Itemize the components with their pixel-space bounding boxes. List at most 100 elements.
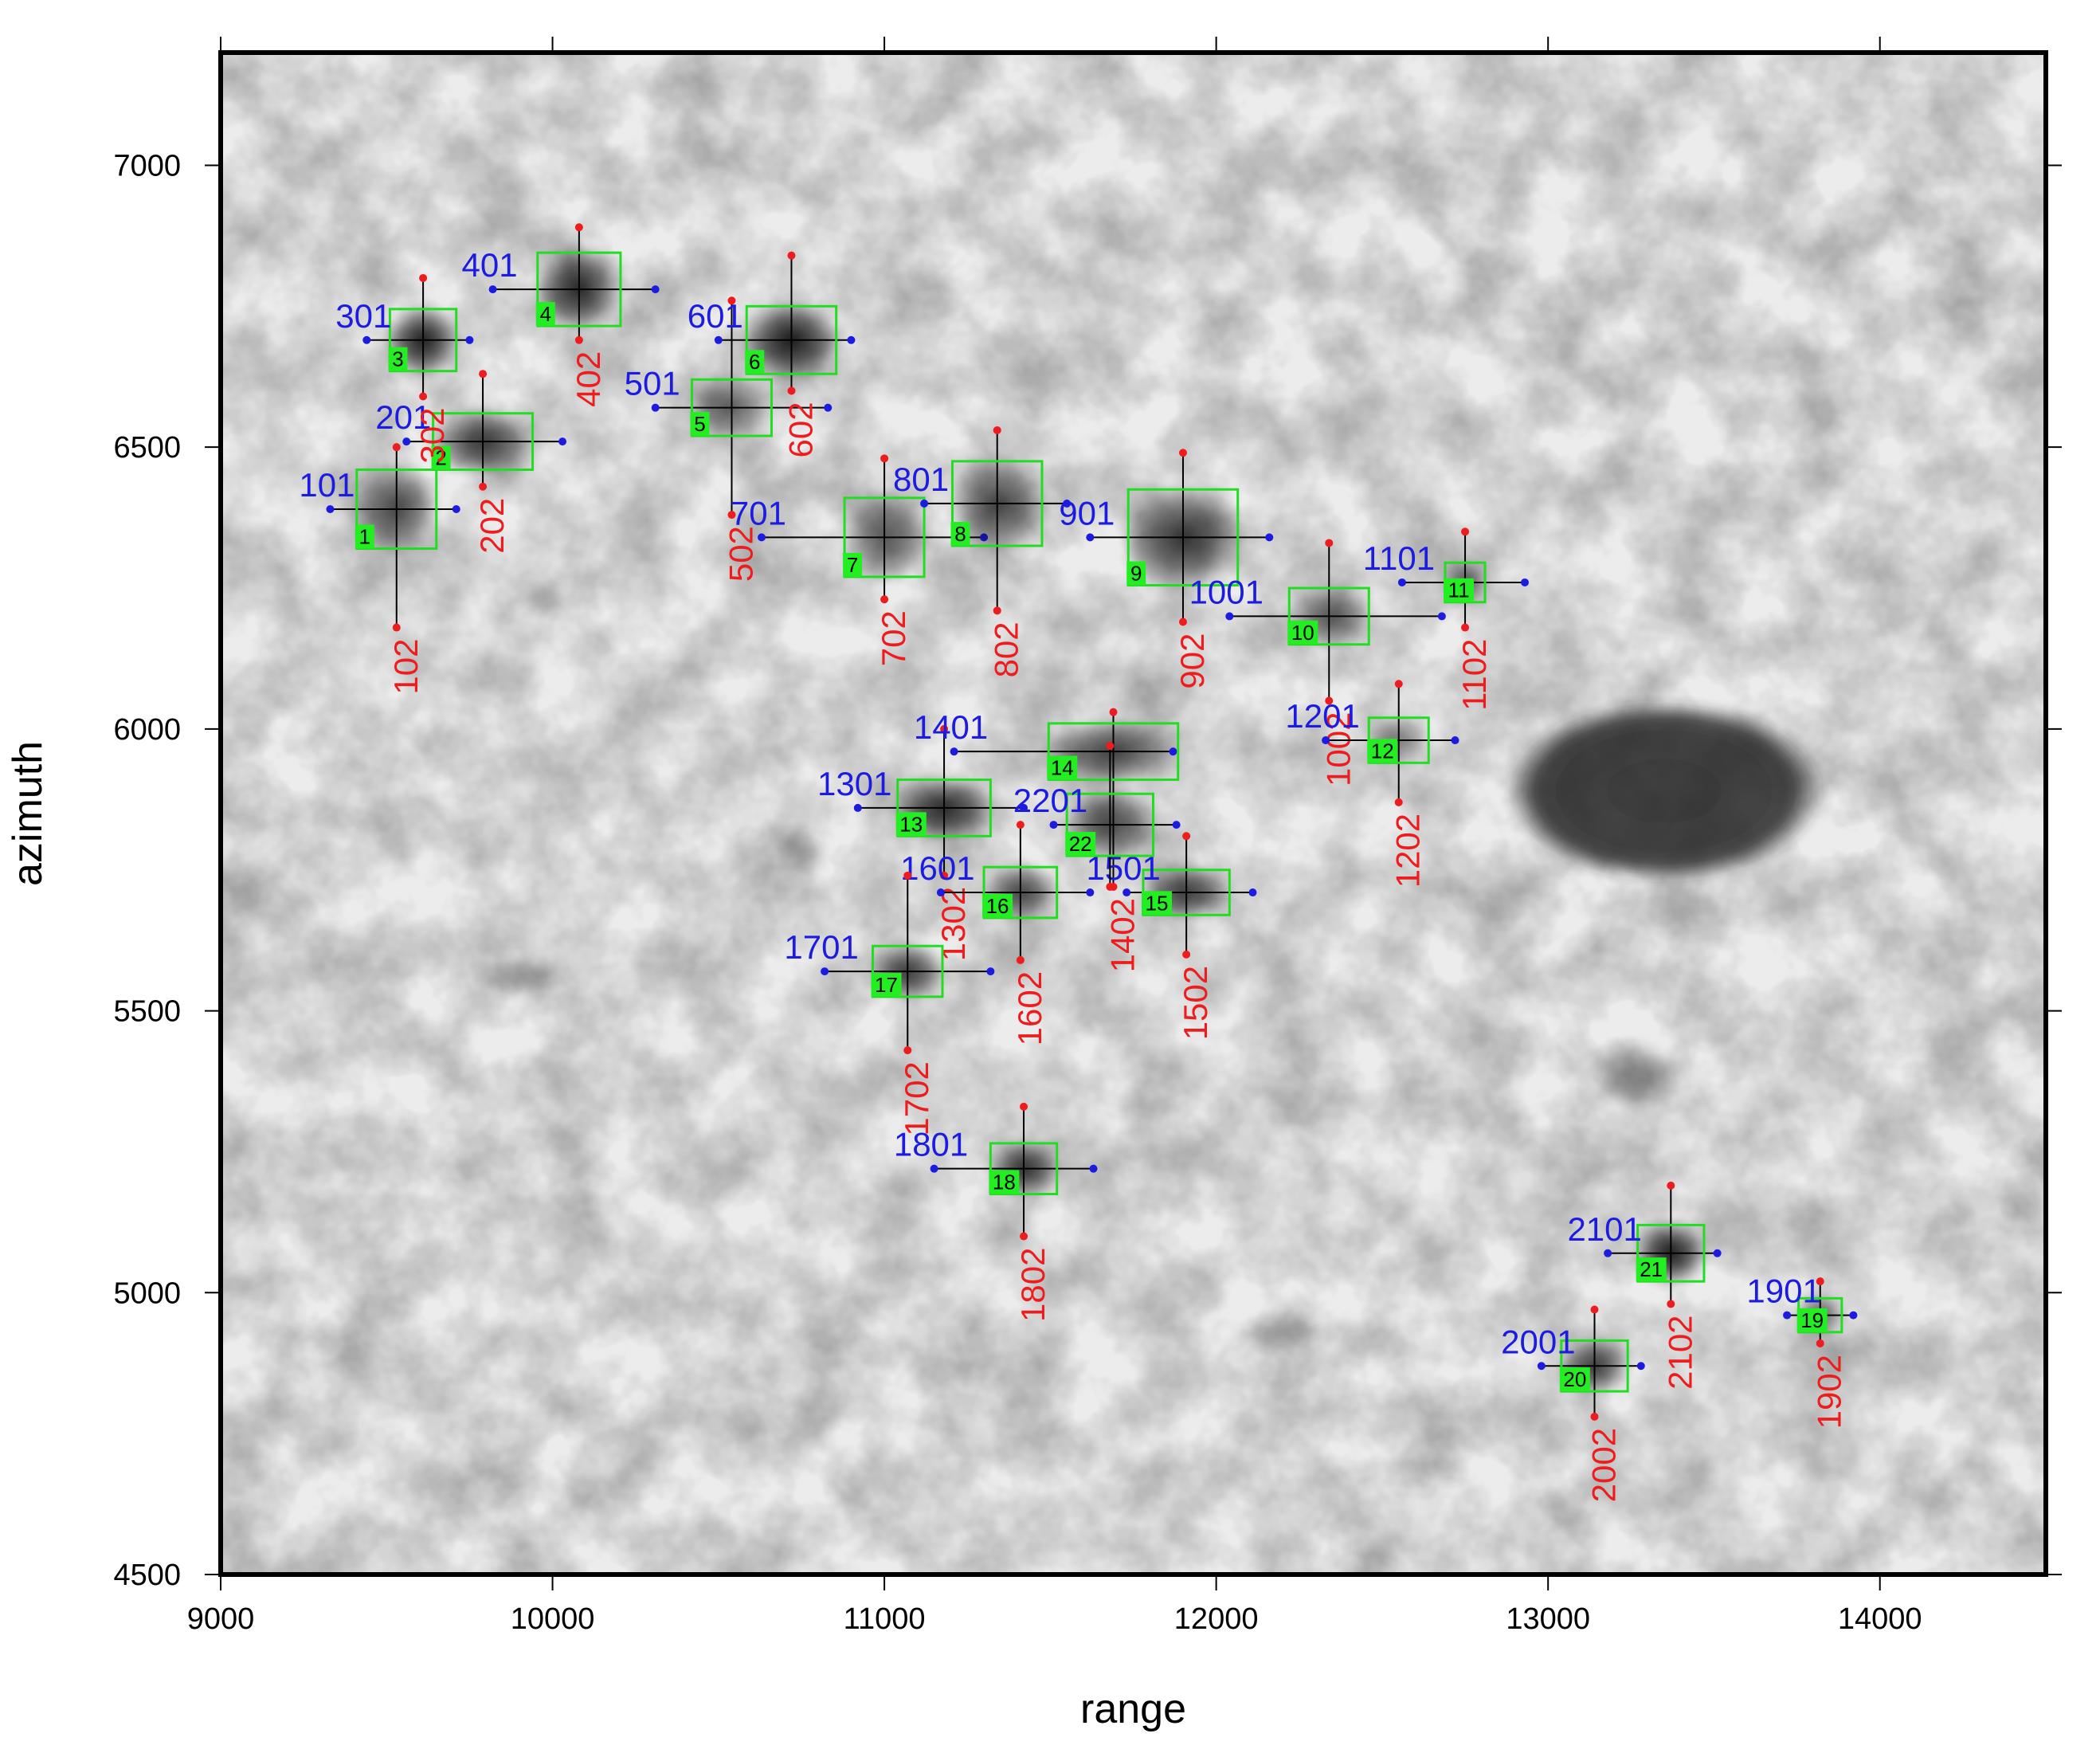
feature-id-label: 18	[993, 1171, 1016, 1194]
azimuth-end-dot	[993, 606, 1001, 615]
range-start-dot	[1604, 1249, 1612, 1257]
y-tick-label: 7000	[113, 149, 181, 182]
azimuth-label: 602	[782, 402, 819, 457]
feature-id-bg	[1126, 561, 1146, 586]
azimuth-end-dot	[1394, 798, 1403, 806]
feature-id-bg	[1636, 1257, 1667, 1282]
feature-id-bg	[431, 445, 451, 470]
azimuth-end-dot	[787, 386, 796, 395]
x-tick-label: 10000	[511, 1602, 595, 1636]
x-axis-title: range	[1080, 1686, 1186, 1732]
feature-id-bg	[895, 812, 927, 837]
feature-id-bg	[989, 1170, 1020, 1194]
feature-id-label: 6	[749, 350, 760, 374]
range-label: 301	[335, 297, 391, 335]
feature-20: 20 2001 2002	[1501, 1305, 1645, 1502]
range-end-dot	[1172, 821, 1181, 829]
feature-id-bg	[535, 302, 555, 327]
range-label: 2201	[1013, 782, 1087, 819]
range-end-dot	[1265, 533, 1274, 542]
feature-12: 12 1201 1202	[1285, 680, 1459, 888]
feature-box	[982, 865, 1059, 920]
plot-frame	[218, 50, 2048, 1577]
feature-17: 17 1701 1702	[784, 871, 995, 1136]
range-end-dot	[1713, 1249, 1722, 1257]
azimuth-start-dot	[903, 871, 912, 880]
feature-box	[1287, 586, 1370, 646]
range-start-dot	[757, 533, 766, 542]
range-end-dot	[558, 437, 567, 446]
range-start-dot	[362, 335, 371, 344]
range-label: 1401	[914, 708, 988, 746]
azimuth-start-dot	[1461, 527, 1470, 536]
azimuth-start-dot	[1816, 1277, 1824, 1286]
range-label: 1601	[900, 849, 974, 887]
range-label: 101	[299, 466, 355, 504]
feature-id-label: 22	[1069, 832, 1092, 856]
azimuth-label: 202	[473, 498, 511, 554]
range-start-dot	[930, 1164, 938, 1173]
range-end-dot	[651, 285, 660, 294]
azimuth-label: 902	[1173, 633, 1211, 688]
azimuth-start-dot	[880, 454, 889, 463]
range-start-dot	[1049, 821, 1058, 829]
azimuth-label: 1702	[898, 1061, 935, 1135]
feature-11: 11 1101 1102	[1363, 527, 1530, 711]
azimuth-start-dot	[1667, 1181, 1675, 1190]
range-end-dot	[847, 335, 856, 344]
azimuth-end-dot	[479, 482, 488, 491]
dark-region	[774, 825, 829, 881]
azimuth-start-dot	[940, 724, 949, 733]
feature-id-label: 19	[1800, 1308, 1824, 1332]
feature-id-bg	[1559, 1367, 1590, 1392]
y-tick-label: 5000	[113, 1277, 181, 1310]
feature-box	[1065, 792, 1154, 857]
range-end-dot	[1248, 888, 1257, 897]
range-start-dot	[1537, 1362, 1546, 1371]
range-start-dot	[853, 803, 862, 812]
azimuth-label: 502	[722, 526, 759, 582]
range-start-dot	[920, 499, 929, 508]
range-end-dot	[1089, 1164, 1098, 1173]
azimuth-end-dot	[1016, 955, 1025, 964]
feature-id-bg	[843, 552, 863, 577]
azimuth-label: 1002	[1319, 712, 1357, 786]
azimuth-end-dot	[1461, 623, 1470, 632]
range-end-dot	[1636, 1362, 1645, 1371]
azimuth-start-dot	[727, 296, 736, 305]
range-label: 1201	[1285, 697, 1359, 735]
feature-id-bg	[1444, 578, 1475, 602]
feature-box	[355, 468, 438, 551]
range-end-dot	[452, 505, 460, 513]
feature-id-label: 10	[1291, 621, 1314, 645]
feature-id-bg	[1141, 891, 1172, 916]
y-tick-label: 6500	[113, 431, 181, 465]
x-tick-label: 14000	[1838, 1602, 1922, 1636]
azimuth-start-dot	[1590, 1305, 1599, 1314]
feature-21: 21 2101 2102	[1567, 1181, 1722, 1390]
azimuth-start-dot	[419, 273, 428, 282]
azimuth-start-dot	[1109, 708, 1118, 716]
range-end-dot	[1169, 747, 1177, 756]
azimuth-end-dot	[574, 335, 583, 344]
feature-id-bg	[871, 972, 902, 997]
range-end-dot	[824, 403, 833, 412]
range-label: 1901	[1746, 1273, 1820, 1310]
azimuth-label: 2102	[1661, 1315, 1698, 1389]
feature-box	[950, 460, 1044, 547]
azimuth-end-dot	[903, 1046, 912, 1055]
azimuth-end-dot	[880, 595, 889, 604]
x-tick-label: 12000	[1174, 1602, 1259, 1636]
azimuth-start-dot	[1394, 680, 1403, 688]
x-tick-label: 13000	[1506, 1602, 1590, 1636]
y-axis-title: azimuth	[5, 741, 51, 886]
feature-id-label: 11	[1448, 578, 1470, 602]
feature-id-bg	[1047, 755, 1078, 780]
azimuth-label: 402	[570, 351, 607, 407]
feature-id-bg	[745, 350, 765, 375]
range-end-dot	[1849, 1311, 1858, 1320]
azimuth-end-dot	[1020, 1232, 1028, 1241]
feature-id-label: 8	[954, 522, 966, 546]
